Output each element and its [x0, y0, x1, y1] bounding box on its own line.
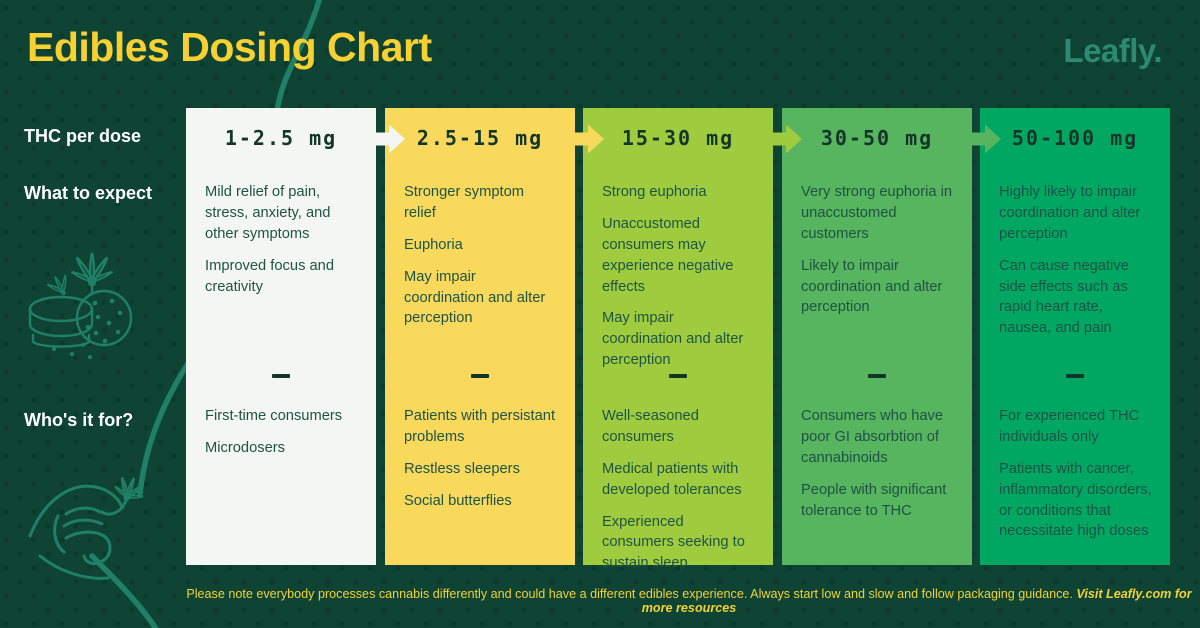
- disclaimer-text: Please note everybody processes cannabis…: [186, 587, 1077, 601]
- expect-item: Mild relief of pain, stress, anxiety, an…: [205, 184, 331, 242]
- section-divider-dash: [471, 374, 489, 378]
- who-list: Patients with persistant problems Restle…: [404, 406, 559, 523]
- expect-list: Mild relief of pain, stress, anxiety, an…: [205, 182, 360, 308]
- expect-list: Highly likely to impair coordination and…: [999, 182, 1154, 350]
- expect-item: Highly likely to impair coordination and…: [999, 184, 1141, 242]
- expect-item: Improved focus and creativity: [205, 257, 334, 295]
- right-arrow-icon: [768, 124, 802, 154]
- row-label-thc-per-dose: THC per dose: [24, 126, 142, 146]
- expect-list: Strong euphoria Unaccustomed consumers m…: [602, 182, 757, 382]
- who-item: Patients with cancer, inflammatory disor…: [999, 460, 1152, 540]
- cookies-icon: [28, 251, 133, 359]
- expect-item: Very strong euphoria in unaccustomed cus…: [801, 184, 953, 242]
- who-item: People with significant tolerance to THC: [801, 481, 947, 519]
- expect-list: Stronger symptom relief Euphoria May imp…: [404, 182, 559, 340]
- dose-range-header: 50-100 mg: [980, 108, 1170, 168]
- who-item: Medical patients with developed toleranc…: [602, 460, 742, 498]
- dose-column-4: 30-50 mg Very strong euphoria in unaccus…: [782, 108, 972, 565]
- dose-range-text: 50-100 mg: [1011, 126, 1139, 150]
- expect-item: Unaccustomed consumers may experience ne…: [602, 215, 734, 295]
- dose-range-header: 30-50 mg: [782, 108, 972, 168]
- dose-range-header: 2.5-15 mg: [385, 108, 575, 168]
- who-item: Restless sleepers: [404, 460, 520, 477]
- dose-column-3: 15-30 mg Strong euphoria Unaccustomed co…: [583, 108, 773, 571]
- who-item: Social butterflies: [404, 492, 512, 509]
- dose-range-text: 15-30 mg: [621, 126, 735, 150]
- right-arrow-icon: [371, 124, 405, 154]
- who-item: Consumers who have poor GI absorbtion of…: [801, 408, 944, 466]
- leafly-logo: Leafly.: [1063, 32, 1162, 69]
- expect-item: Stronger symptom relief: [404, 184, 524, 221]
- hand-holding-leaf-icon: [28, 476, 146, 580]
- who-item: For experienced THC individuals only: [999, 408, 1140, 445]
- dose-column-5: 50-100 mg Highly likely to impair coordi…: [980, 108, 1170, 565]
- who-list: Well-seasoned consumers Medical patients…: [602, 406, 757, 585]
- dose-range-header: 15-30 mg: [583, 108, 773, 168]
- expect-item: May impair coordination and alter percep…: [404, 268, 546, 327]
- expect-item: Likely to impair coordination and alter …: [801, 257, 943, 316]
- dose-range-header: 1-2.5 mg: [186, 108, 376, 168]
- who-item: Patients with persistant problems: [404, 408, 556, 445]
- page-title: Edibles Dosing Chart: [27, 24, 432, 70]
- leafly-cta-text: Visit Leafly.com for more resources: [641, 587, 1192, 615]
- dose-range-text: 1-2.5 mg: [224, 126, 338, 150]
- who-list: For experienced THC individuals only Pat…: [999, 406, 1154, 553]
- right-arrow-icon: [967, 124, 1001, 154]
- who-item: Microdosers: [205, 439, 285, 456]
- section-divider-dash: [1066, 374, 1084, 378]
- expect-item: Can cause negative side effects such as …: [999, 257, 1129, 337]
- section-divider-dash: [272, 374, 290, 378]
- who-list: Consumers who have poor GI absorbtion of…: [801, 406, 956, 532]
- right-arrow-icon: [570, 124, 604, 154]
- row-label-whos-it-for: Who's it for?: [24, 410, 134, 430]
- expect-item: Strong euphoria: [602, 184, 707, 200]
- dose-column-1: 1-2.5 mg Mild relief of pain, stress, an…: [186, 108, 376, 565]
- expect-list: Very strong euphoria in unaccustomed cus…: [801, 182, 956, 329]
- section-divider-dash: [669, 374, 687, 378]
- who-item: Experienced consumers seeking to sustain…: [602, 513, 745, 572]
- footer-disclaimer: Please note everybody processes cannabis…: [186, 587, 1192, 615]
- dose-range-text: 2.5-15 mg: [416, 126, 544, 150]
- who-list: First-time consumers Microdosers: [205, 406, 360, 470]
- dose-column-2: 2.5-15 mg Stronger symptom relief Euphor…: [385, 108, 575, 565]
- expect-item: May impair coordination and alter percep…: [602, 310, 744, 369]
- row-label-what-to-expect: What to expect: [24, 183, 153, 203]
- section-divider-dash: [868, 374, 886, 378]
- who-item: First-time consumers: [205, 408, 343, 424]
- who-item: Well-seasoned consumers: [602, 408, 699, 445]
- expect-item: Euphoria: [404, 236, 463, 253]
- dose-range-text: 30-50 mg: [820, 126, 934, 150]
